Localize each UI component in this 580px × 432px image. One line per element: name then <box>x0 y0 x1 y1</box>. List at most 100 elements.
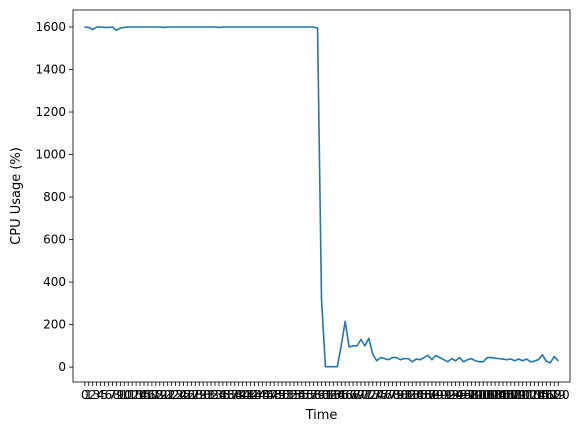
data-point <box>190 26 192 28</box>
x-axis-ticks: 0123456789101112131415161718192021222324… <box>81 382 570 402</box>
data-point <box>470 358 472 360</box>
data-point <box>107 26 110 29</box>
data-point <box>316 27 319 29</box>
x-tick-label: 94 <box>448 388 463 402</box>
data-point <box>305 26 307 28</box>
x-tick-label: 7 <box>109 388 117 402</box>
data-point <box>419 359 421 361</box>
x-tick-label: 27 <box>184 388 199 402</box>
x-tick-label: 59 <box>310 388 325 402</box>
x-tick-label: 92 <box>440 388 455 402</box>
x-tick-label: 76 <box>377 388 392 402</box>
data-point <box>234 26 236 28</box>
data-point <box>198 26 200 28</box>
data-point <box>84 26 86 28</box>
data-point <box>143 26 145 28</box>
x-tick-label: 24 <box>172 388 187 402</box>
data-point <box>490 356 492 359</box>
data-point <box>135 26 137 28</box>
data-point <box>100 26 102 28</box>
x-tick-label: 80 <box>393 388 408 402</box>
x-tick-label: 10 <box>117 388 132 402</box>
x-tick-label: 50 <box>274 388 289 402</box>
x-tick-label: 81 <box>397 388 412 402</box>
data-point <box>423 356 425 359</box>
x-tick-label: 110 <box>507 388 530 402</box>
data-point <box>439 356 441 359</box>
x-tick-label: 54 <box>290 388 305 402</box>
x-tick-label: 95 <box>452 388 467 402</box>
data-point <box>226 26 228 28</box>
x-tick-label: 4 <box>97 388 105 402</box>
x-tick-label: 115 <box>527 388 550 402</box>
x-tick-label: 83 <box>405 388 420 402</box>
data-point <box>533 360 536 362</box>
data-point <box>356 345 358 347</box>
data-point <box>171 26 173 28</box>
x-tick-label: 98 <box>464 388 479 402</box>
x-tick-label: 88 <box>424 388 439 402</box>
x-tick-label: 58 <box>306 388 321 402</box>
x-tick-label: 43 <box>247 388 262 402</box>
x-tick-label: 9 <box>117 388 125 402</box>
x-tick-label: 73 <box>365 388 380 402</box>
y-axis-label: CPU Usage (%) <box>9 147 24 245</box>
data-point <box>549 362 551 364</box>
x-tick-label: 61 <box>318 388 333 402</box>
x-tick-label: 55 <box>294 388 309 402</box>
x-tick-label: 35 <box>215 388 230 402</box>
data-point <box>242 26 244 28</box>
data-point <box>403 358 405 360</box>
y-tick-label: 200 <box>43 318 66 332</box>
x-tick-label: 2 <box>89 388 97 402</box>
data-point <box>387 359 390 361</box>
data-point <box>155 26 157 28</box>
x-tick-label: 3 <box>93 388 101 402</box>
x-tick-label: 42 <box>243 388 258 402</box>
data-point <box>253 26 256 28</box>
data-point <box>147 26 149 28</box>
data-point <box>186 26 188 28</box>
x-tick-label: 103 <box>480 388 503 402</box>
data-point <box>360 338 362 341</box>
x-tick-label: 52 <box>282 388 297 402</box>
data-point <box>541 354 543 356</box>
x-tick-label: 67 <box>341 388 356 402</box>
x-tick-label: 11 <box>121 388 136 402</box>
data-point <box>218 26 220 29</box>
data-point <box>447 361 449 363</box>
x-tick-label: 15 <box>136 388 151 402</box>
y-tick-label: 1200 <box>35 105 66 119</box>
y-axis-ticks: 0 200 400 600 800 1000 1200 1400 1600 <box>35 20 73 374</box>
data-point <box>88 26 90 29</box>
data-point <box>545 360 547 362</box>
data-point <box>297 26 299 28</box>
x-tick-label: 32 <box>203 388 218 402</box>
x-tick-label: 34 <box>211 388 226 402</box>
data-point <box>376 360 378 362</box>
x-tick-label: 26 <box>180 388 195 402</box>
data-point <box>285 26 287 28</box>
data-point <box>514 360 516 362</box>
data-point <box>494 357 496 359</box>
x-tick-label: 77 <box>381 388 396 402</box>
data-point <box>510 358 512 360</box>
data-point <box>238 26 240 28</box>
x-tick-label: 87 <box>420 388 435 402</box>
x-tick-label: 100 <box>468 388 491 402</box>
x-tick-label: 49 <box>270 388 285 402</box>
data-point <box>380 356 382 359</box>
x-tick-label: 89 <box>428 388 443 402</box>
x-tick-label: 117 <box>535 388 558 402</box>
x-tick-label: 116 <box>531 388 554 402</box>
data-point <box>249 26 252 28</box>
data-point <box>372 353 374 355</box>
x-tick-label: 31 <box>199 388 214 402</box>
data-point <box>443 359 445 361</box>
data-point <box>131 26 133 28</box>
data-point <box>103 26 106 29</box>
x-tick-label: 74 <box>369 388 384 402</box>
data-point <box>206 26 208 28</box>
x-tick-label: 64 <box>330 388 345 402</box>
